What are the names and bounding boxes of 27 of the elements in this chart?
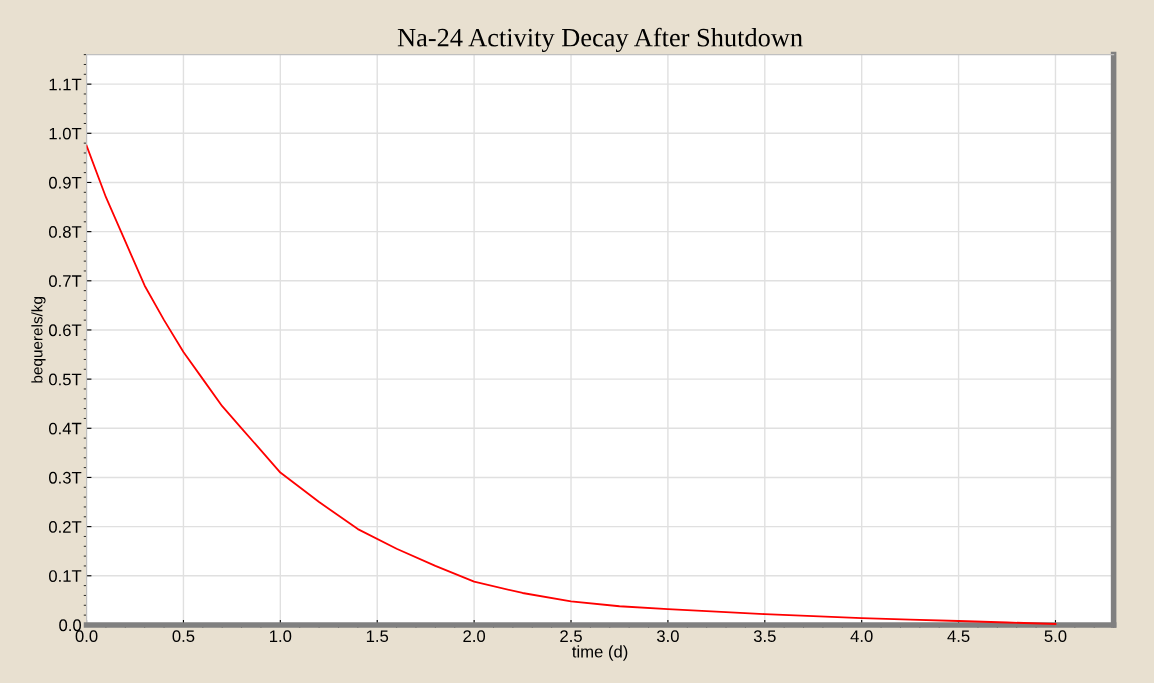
y-tick-label: 0.8T xyxy=(48,226,82,238)
x-tick-label: 1.5 xyxy=(366,630,389,643)
x-tick-label: 2.5 xyxy=(560,630,582,643)
y-tick-label: 0.4T xyxy=(48,422,82,435)
y-tick-label: 0.5T xyxy=(48,373,82,386)
y-tick-label: 1.0T xyxy=(49,127,82,140)
y-tick-label: 1.1T xyxy=(49,78,82,91)
chart-title: Na-24 Activity Decay After Shutdown xyxy=(397,27,803,52)
y-axis-title: bequerels/kg xyxy=(31,297,46,383)
x-tick-label: 1.0 xyxy=(270,630,292,643)
y-tick-label: 0.1T xyxy=(48,570,82,582)
x-tick-label: 5.0 xyxy=(1044,630,1067,643)
y-tick-label: 0.6T xyxy=(48,324,82,337)
y-tick-label: 0.9T xyxy=(48,176,82,189)
x-tick-label: 3.0 xyxy=(656,630,679,643)
y-tick-label: 0.0 xyxy=(59,619,82,632)
x-tick-label: 0.0 xyxy=(75,630,98,643)
x-tick-label: 3.5 xyxy=(753,630,776,643)
x-tick-label: 4.0 xyxy=(850,630,873,643)
x-axis-title: time (d) xyxy=(572,645,628,661)
x-tick-label: 2.0 xyxy=(463,630,486,643)
x-tick-label: 0.5 xyxy=(172,630,195,643)
y-tick-label: 0.2T xyxy=(48,521,82,533)
y-tick-label: 0.7T xyxy=(48,275,82,287)
x-tick-label: 4.5 xyxy=(947,630,970,643)
y-tick-label: 0.3T xyxy=(48,471,82,484)
line-series xyxy=(86,144,1057,625)
